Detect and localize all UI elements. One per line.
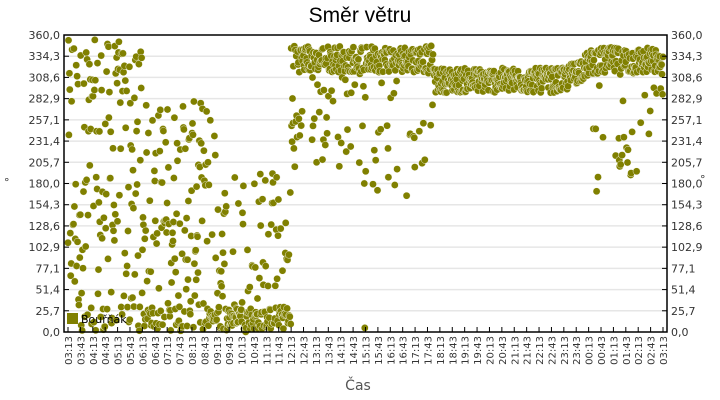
x-tick-label: 17:13 (411, 336, 422, 365)
y-tick-label-right: 0,0 (671, 326, 689, 339)
x-tick-label: 18:43 (448, 336, 459, 365)
y-tick-label-right: 231,4 (671, 135, 703, 148)
x-tick-label: 16:13 (386, 336, 397, 365)
y-tick-label-right: 51,4 (671, 284, 696, 297)
y-tick-label-right: 257,1 (671, 114, 703, 127)
x-tick-label: 06:43 (151, 336, 162, 365)
x-axis-label: Čas (345, 376, 371, 394)
y-tick-label: 180,0 (29, 178, 61, 191)
x-tick-label: 09:43 (225, 336, 236, 365)
x-tick-label: 21:43 (523, 336, 534, 365)
y-tick-label: 334,3 (29, 50, 61, 63)
x-tick-label: 07:13 (163, 336, 174, 365)
x-tick-label: 11:43 (275, 336, 286, 365)
x-tick-label: 13:13 (312, 336, 323, 365)
y-tick-label-right: 360,0 (671, 29, 703, 42)
x-tick-label: 03:13 (64, 336, 75, 365)
y-tick-label: 308,6 (29, 71, 61, 84)
x-tick-label: 22:13 (535, 336, 546, 365)
y-tick-label: 231,4 (29, 135, 61, 148)
y-tick-label: 51,4 (36, 284, 61, 297)
x-tick-label: 14:13 (337, 336, 348, 365)
y-axis-left-ticks: 0,0 25,7 51,4 77,1 102,9 128,6 154,3 180,0 205,7… (29, 29, 69, 339)
x-tick-label: 19:43 (473, 336, 484, 365)
x-tick-label: 05:13 (114, 336, 125, 365)
y-axis-label-left: ° (4, 176, 10, 189)
x-tick-label: 03:43 (76, 336, 87, 365)
legend: Bouřňák (67, 313, 127, 326)
x-tick-label: 12:13 (287, 336, 298, 365)
x-tick-label: 05:43 (126, 336, 137, 365)
x-tick-label: 15:13 (362, 336, 373, 365)
y-tick-label: 282,9 (29, 93, 61, 106)
y-tick-label-right: 102,9 (671, 241, 703, 254)
y-tick-label-right: 128,6 (671, 220, 703, 233)
x-tick-label: 16:43 (399, 336, 410, 365)
y-axis-right-ticks: 0,0 25,7 51,4 77,1 102,9 128,6 154,3 180,0 205,7… (662, 29, 703, 339)
x-tick-label: 08:13 (188, 336, 199, 365)
x-tick-label: 12:43 (300, 336, 311, 365)
legend-label: Bouřňák (81, 313, 127, 326)
y-tick-label: 128,6 (29, 220, 61, 233)
x-tick-label: 01:43 (622, 336, 633, 365)
x-tick-label: 20:43 (498, 336, 509, 365)
x-axis-ticks: 03:13 03:43 04:13 04:43 05:13 05:43 06:13 06:43… (64, 327, 670, 365)
x-tick-label: 17:43 (423, 336, 434, 365)
x-tick-label: 13:43 (324, 336, 335, 365)
y-tick-label-right: 180,0 (671, 178, 703, 191)
y-tick-label: 257,1 (29, 114, 61, 127)
x-tick-label: 21:13 (510, 336, 521, 365)
x-tick-label: 22:43 (547, 336, 558, 365)
x-tick-label: 19:13 (461, 336, 472, 365)
y-tick-label-right: 25,7 (671, 305, 696, 318)
x-tick-label: 23:43 (572, 336, 583, 365)
chart-title: Směr větru (308, 4, 412, 27)
x-tick-label: 11:13 (262, 336, 273, 365)
y-tick-label-right: 308,6 (671, 71, 703, 84)
x-tick-label: 15:43 (374, 336, 385, 365)
x-tick-label: 20:13 (485, 336, 496, 365)
y-tick-label: 77,1 (36, 262, 61, 275)
x-tick-label: 02:13 (634, 336, 645, 365)
x-tick-label: 07:43 (176, 336, 187, 365)
x-tick-label: 10:43 (250, 336, 261, 365)
x-tick-label: 08:43 (200, 336, 211, 365)
x-tick-label: 00:43 (597, 336, 608, 365)
data-points (64, 36, 667, 336)
y-tick-label-right: 334,3 (671, 50, 703, 63)
x-tick-label: 14:43 (349, 336, 360, 365)
y-tick-label: 102,9 (29, 241, 61, 254)
x-tick-label: 01:13 (609, 336, 620, 365)
x-tick-label: 18:13 (436, 336, 447, 365)
x-tick-label: 02:43 (647, 336, 658, 365)
y-tick-label: 0,0 (43, 326, 61, 339)
x-tick-label: 23:13 (560, 336, 571, 365)
legend-swatch (67, 313, 78, 324)
y-tick-label: 360,0 (29, 29, 61, 42)
y-tick-label: 154,3 (29, 199, 61, 212)
y-tick-label-right: 205,7 (671, 156, 703, 169)
x-tick-label: 04:43 (101, 336, 112, 365)
x-tick-label: 03:13 (659, 336, 670, 365)
x-tick-label: 10:13 (238, 336, 249, 365)
y-tick-label: 205,7 (29, 156, 61, 169)
x-tick-label: 04:13 (89, 336, 100, 365)
x-tick-label: 09:13 (213, 336, 224, 365)
y-tick-label: 25,7 (36, 305, 61, 318)
x-tick-label: 06:13 (138, 336, 149, 365)
y-tick-label-right: 154,3 (671, 199, 703, 212)
y-tick-label-right: 77,1 (671, 262, 696, 275)
y-axis-label-right: ° (700, 173, 706, 186)
x-tick-label: 00:13 (585, 336, 596, 365)
y-tick-label-right: 282,9 (671, 93, 703, 106)
